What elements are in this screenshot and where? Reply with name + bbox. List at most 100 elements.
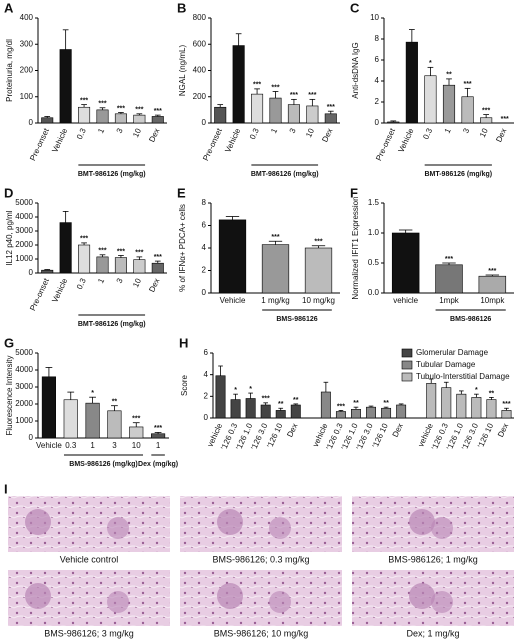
bar	[85, 402, 100, 439]
panel-label: D	[4, 185, 13, 200]
bar	[381, 407, 392, 419]
x-tick-label: 1mpk	[439, 296, 460, 305]
glomerulus	[409, 509, 435, 535]
significance: ***	[482, 107, 490, 114]
panel-label: A	[4, 0, 14, 15]
significance: ***	[132, 416, 140, 423]
y-tick-label: 10	[370, 13, 379, 22]
y-axis-label: Anti-dsDNA IgG	[351, 42, 360, 98]
histology-image	[180, 496, 342, 552]
significance: ***	[154, 108, 162, 115]
bar	[366, 406, 376, 419]
bar	[387, 121, 400, 124]
y-tick-label: 1000	[15, 254, 33, 263]
significance: ***	[135, 250, 143, 257]
group-label: BMT-986126 (mg/kg)	[251, 171, 319, 178]
group-label: BMT-986126 (mg/kg)	[78, 321, 146, 328]
y-axis-label: Fluorescence Intensity	[5, 355, 14, 435]
group-label: BMS-986126	[276, 316, 317, 323]
y-tick-label: 0	[202, 118, 207, 127]
group-label: BMS-986126 (mg/kg)	[69, 461, 137, 468]
glomerulus	[431, 591, 453, 613]
y-tick-label: 2	[375, 97, 380, 106]
bar	[269, 97, 282, 124]
x-tick-label: vehicle	[393, 296, 418, 305]
panel-label: E	[177, 185, 186, 200]
y-tick-label: 1.0	[368, 228, 380, 237]
x-tick-label: 10	[131, 276, 143, 288]
legend-swatch	[401, 372, 413, 382]
bar	[304, 247, 333, 294]
bar	[391, 232, 420, 294]
x-tick-label: Vehicle	[223, 126, 242, 154]
x-tick-label: 0.3	[421, 126, 434, 140]
x-tick-label: 10mpk	[480, 296, 505, 305]
significance: ***	[271, 84, 279, 91]
x-tick-label: 10	[478, 126, 490, 138]
bar	[426, 383, 437, 419]
bar	[151, 433, 166, 439]
y-axis-label: Proteinuria, mg/dl	[5, 39, 14, 102]
glomerulus	[25, 583, 51, 609]
legend-label: Tubular Damage	[416, 360, 476, 369]
significance: ***	[80, 97, 88, 104]
bar	[290, 404, 301, 419]
bar	[441, 387, 452, 419]
x-tick-label: Vehicle	[50, 276, 69, 304]
y-tick-label: 0	[29, 118, 34, 127]
bar	[251, 93, 264, 124]
significance: ***	[271, 234, 279, 241]
significance: ***	[501, 116, 509, 123]
y-tick-label: 3000	[15, 226, 33, 235]
significance: ***	[445, 256, 453, 263]
y-tick-label: 600	[193, 39, 207, 48]
significance: **	[278, 401, 284, 408]
y-tick-label: 400	[20, 13, 34, 22]
y-tick-label: 1.5	[368, 198, 380, 207]
significance: ***	[463, 81, 471, 88]
x-tick-label: 10	[131, 126, 143, 138]
bar	[335, 411, 346, 419]
image-caption: BMS-986126; 10 mg/kg	[214, 628, 309, 638]
bar	[96, 109, 109, 124]
image-caption: BMS-986126; 0.3 mg/kg	[212, 554, 309, 564]
x-tick-label: Vehicle	[397, 126, 416, 154]
bar	[96, 256, 109, 274]
bar	[214, 106, 227, 124]
significance: **	[446, 72, 452, 79]
legend-swatch	[401, 348, 413, 358]
bar	[456, 393, 467, 419]
y-tick-label: 8	[375, 34, 380, 43]
x-tick-label: Pre-onset	[201, 126, 224, 162]
y-tick-label: 5000	[15, 348, 33, 357]
bar	[151, 262, 164, 274]
y-tick-label: 400	[193, 66, 207, 75]
y-tick-label: 8	[202, 198, 207, 207]
bar	[260, 404, 271, 419]
y-tick-label: 200	[193, 92, 207, 101]
significance: ***	[314, 239, 322, 246]
x-tick-label: 3	[115, 126, 125, 134]
y-tick-label: 0	[204, 413, 209, 422]
y-tick-label: 300	[20, 39, 34, 48]
y-tick-label: 2000	[15, 399, 33, 408]
bar	[41, 376, 56, 439]
y-tick-label: 0.0	[368, 288, 380, 297]
y-tick-label: 4	[202, 243, 207, 252]
legend-label: Glomerular Damage	[416, 348, 489, 357]
bar	[261, 244, 290, 294]
glomerulus	[217, 583, 243, 609]
x-tick-label: Dex	[147, 127, 161, 144]
x-tick-label: 3	[461, 126, 471, 134]
x-tick-label: 1	[269, 126, 279, 134]
y-tick-label: 2000	[15, 240, 33, 249]
significance: ***	[98, 101, 106, 108]
bar	[78, 244, 91, 274]
glomerulus	[107, 591, 129, 613]
glomerulus	[431, 517, 453, 539]
bar	[41, 269, 54, 274]
image-caption: BMS-986126; 1 mg/kg	[388, 554, 478, 564]
significance: ***	[154, 254, 162, 261]
x-tick-label: 10	[304, 126, 316, 138]
bar	[41, 117, 54, 124]
